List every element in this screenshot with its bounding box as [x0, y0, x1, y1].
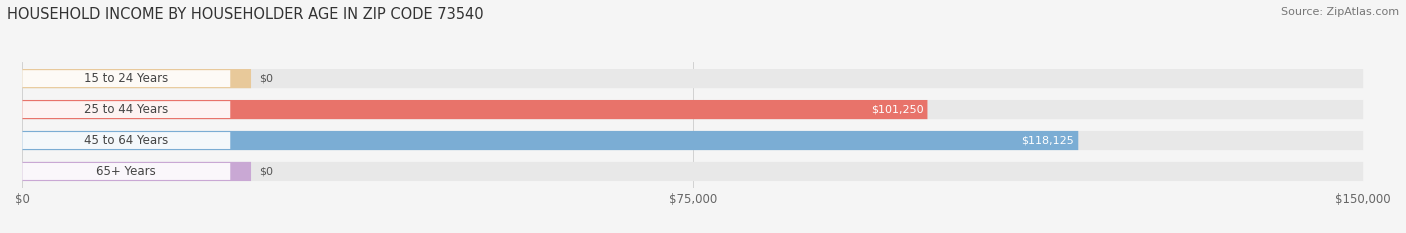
FancyBboxPatch shape [22, 131, 1364, 150]
Text: 65+ Years: 65+ Years [97, 165, 156, 178]
Text: $118,125: $118,125 [1022, 136, 1074, 146]
FancyBboxPatch shape [22, 162, 1364, 181]
FancyBboxPatch shape [22, 100, 1364, 119]
FancyBboxPatch shape [22, 100, 928, 119]
Text: Source: ZipAtlas.com: Source: ZipAtlas.com [1281, 7, 1399, 17]
Text: 45 to 64 Years: 45 to 64 Years [84, 134, 169, 147]
Text: HOUSEHOLD INCOME BY HOUSEHOLDER AGE IN ZIP CODE 73540: HOUSEHOLD INCOME BY HOUSEHOLDER AGE IN Z… [7, 7, 484, 22]
FancyBboxPatch shape [22, 131, 1078, 150]
Text: 25 to 44 Years: 25 to 44 Years [84, 103, 169, 116]
FancyBboxPatch shape [22, 70, 231, 87]
FancyBboxPatch shape [22, 69, 252, 88]
FancyBboxPatch shape [22, 69, 1364, 88]
FancyBboxPatch shape [22, 163, 231, 180]
Text: $101,250: $101,250 [870, 105, 924, 115]
Text: $0: $0 [259, 166, 273, 176]
FancyBboxPatch shape [22, 162, 252, 181]
FancyBboxPatch shape [22, 132, 231, 149]
FancyBboxPatch shape [22, 101, 231, 118]
Text: 15 to 24 Years: 15 to 24 Years [84, 72, 169, 85]
Text: $0: $0 [259, 74, 273, 84]
